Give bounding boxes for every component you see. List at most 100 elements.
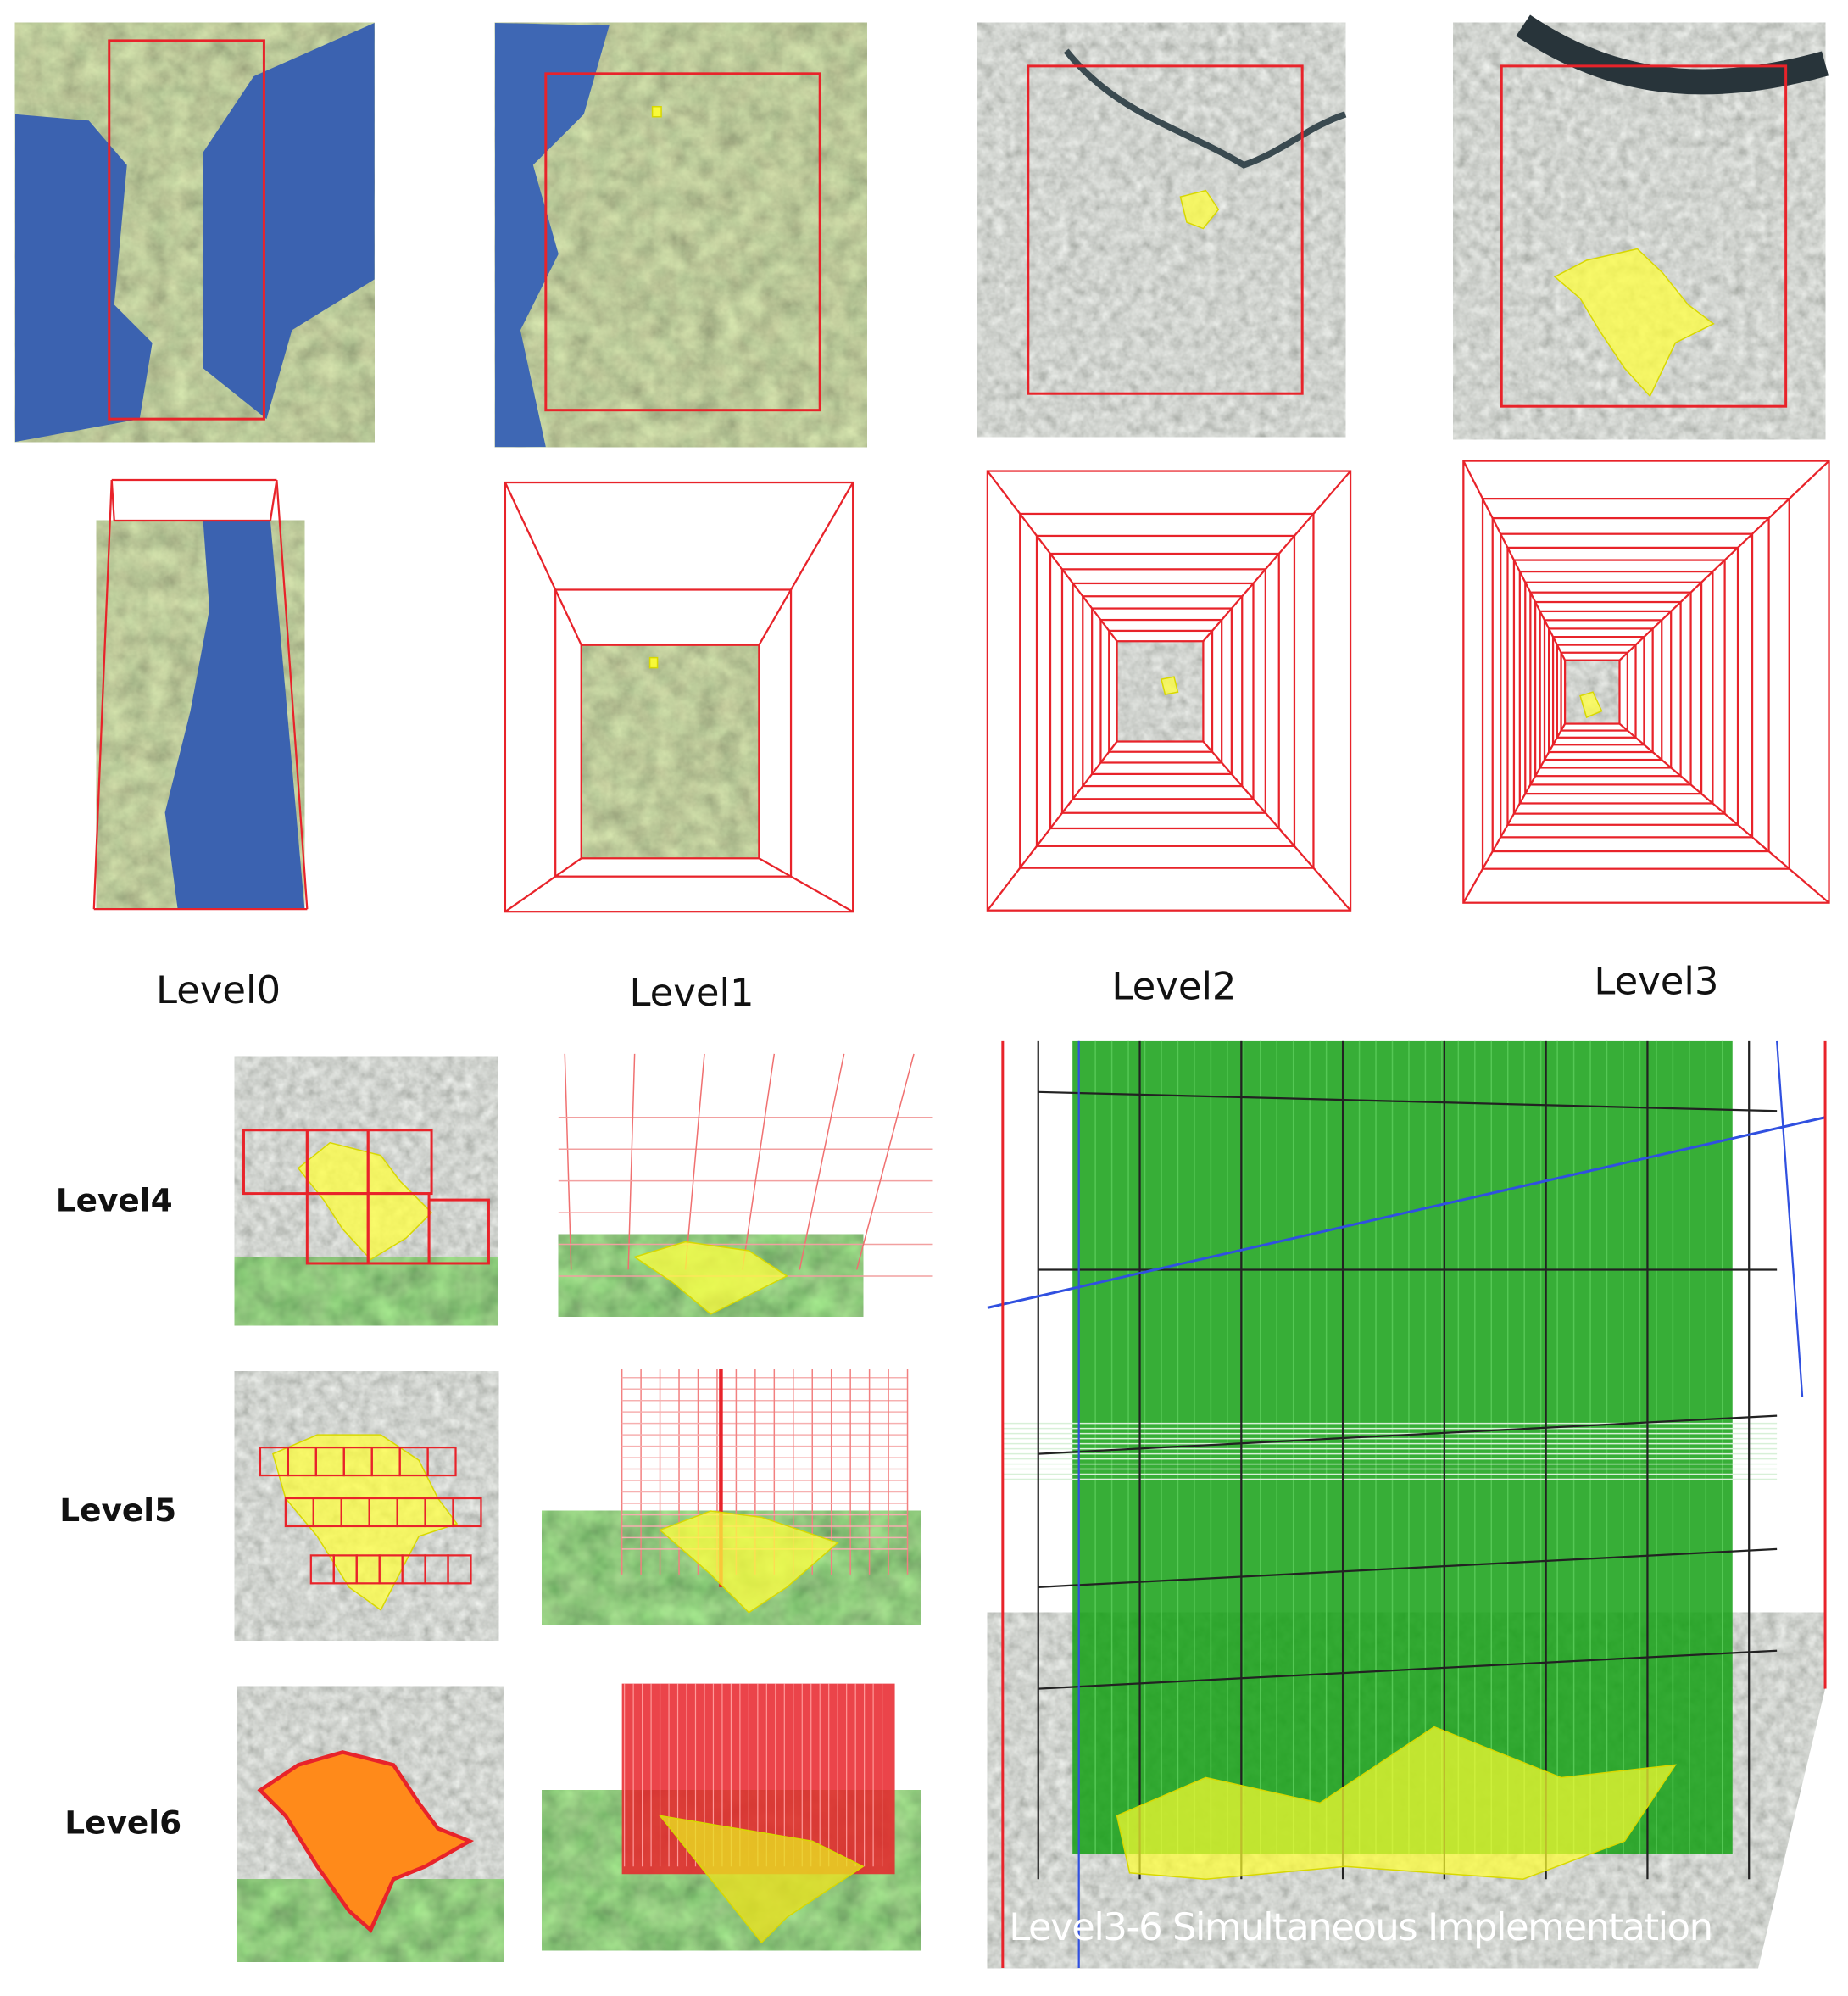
frame: [1082, 595, 1244, 788]
frame-line: [1038, 1547, 1778, 1588]
level-label: Level5: [59, 1491, 176, 1529]
frame: [1027, 64, 1304, 395]
river: [1516, 14, 1829, 95]
frame: [1506, 546, 1739, 826]
satellite-image: [1116, 641, 1204, 742]
frame: [1091, 607, 1233, 776]
area-polygon: [1579, 691, 1603, 719]
frame-line: [1776, 1040, 1804, 1397]
frame: [1556, 644, 1637, 739]
area-polygon: [272, 1434, 459, 1611]
area-polygon: [658, 1815, 865, 1944]
forest: [234, 1257, 498, 1326]
frame: [1551, 636, 1645, 746]
frame-line: [1462, 722, 1567, 904]
frame-line: [1618, 722, 1830, 904]
level-label: Level2: [1111, 963, 1236, 1008]
frame: [1019, 512, 1315, 869]
frame-line: [758, 482, 854, 646]
frame: [1529, 591, 1692, 786]
caption: Level3-6 Simultaneous Implementation: [1009, 1904, 1712, 1949]
frame: [452, 1497, 482, 1528]
frame: [447, 1554, 472, 1585]
area-polygon: [632, 1241, 788, 1315]
frame: [504, 481, 854, 913]
frame: [554, 588, 793, 878]
frame: [1491, 516, 1770, 853]
frame: [1512, 559, 1726, 815]
frame: [1524, 581, 1703, 795]
frame: [427, 1198, 490, 1265]
area-polygon: [1553, 248, 1715, 398]
frame: [1560, 651, 1629, 732]
frame: [1500, 64, 1788, 408]
frame: [1116, 640, 1205, 743]
frame: [1072, 582, 1255, 800]
frame-line: [1618, 460, 1830, 661]
frame-line: [855, 1053, 915, 1270]
frame: [1099, 618, 1223, 764]
area-polygon: [648, 656, 659, 669]
frame-line: [987, 1116, 1826, 1309]
frame-line: [504, 482, 582, 646]
frame: [1049, 552, 1280, 830]
frame: [1518, 570, 1714, 805]
frame: [580, 644, 760, 860]
frame-line: [986, 470, 1118, 642]
frame-line: [1038, 1090, 1778, 1112]
frame: [1539, 610, 1673, 769]
area-polygon: [651, 106, 662, 118]
frame-line: [564, 1053, 572, 1270]
frame: [1035, 534, 1296, 847]
frame-line: [1038, 1414, 1778, 1455]
frame: [986, 470, 1352, 912]
frame-line: [627, 1053, 636, 1270]
frame-line: [110, 479, 115, 521]
area-polygon: [1161, 676, 1179, 695]
frame-line: [758, 857, 854, 913]
frame: [1534, 600, 1682, 778]
river: [1063, 48, 1347, 169]
frame: [1563, 659, 1621, 725]
figure-layer: [14, 14, 1848, 1996]
area-polygon: [257, 1750, 475, 1933]
sea: [164, 520, 305, 910]
level-label: Level4: [56, 1182, 173, 1219]
frame-line: [269, 479, 278, 521]
frame: [108, 39, 265, 421]
frame-line: [1462, 460, 1567, 661]
frame-line: [986, 740, 1118, 912]
frame-line: [1202, 470, 1351, 642]
frame-line: [684, 1053, 705, 1270]
satellite-image: [581, 644, 760, 859]
area-polygon: [1179, 189, 1220, 230]
sea: [14, 22, 375, 443]
frame: [426, 1446, 457, 1477]
satellite-image: [977, 22, 1346, 438]
level-label: Level1: [629, 970, 754, 1015]
frame-line: [1202, 740, 1351, 912]
frame: [544, 72, 821, 412]
frame-line: [504, 857, 582, 913]
frame-line: [1038, 1649, 1778, 1690]
frame: [1481, 497, 1790, 870]
sea: [494, 22, 610, 448]
green-grid: [1072, 1040, 1733, 1854]
area-polygon: [659, 1510, 839, 1614]
level-label: Level0: [156, 967, 281, 1012]
frame-line: [799, 1053, 845, 1270]
frame: [1543, 619, 1663, 761]
mask: [1751, 1688, 1848, 1996]
level-label: Level6: [64, 1804, 181, 1841]
level-label: Level3: [1594, 959, 1718, 1004]
frame: [1108, 629, 1214, 753]
frame-line: [742, 1053, 776, 1270]
frame: [1500, 532, 1754, 839]
area-polygon: [1116, 1726, 1677, 1880]
frame: [1060, 568, 1266, 814]
frame: [1548, 627, 1654, 754]
frame-line: [92, 479, 113, 910]
frame-line: [276, 479, 309, 910]
